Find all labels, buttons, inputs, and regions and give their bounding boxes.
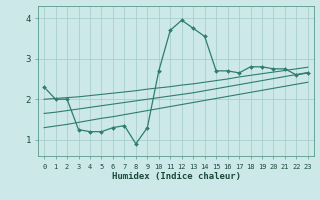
X-axis label: Humidex (Indice chaleur): Humidex (Indice chaleur) (111, 172, 241, 181)
